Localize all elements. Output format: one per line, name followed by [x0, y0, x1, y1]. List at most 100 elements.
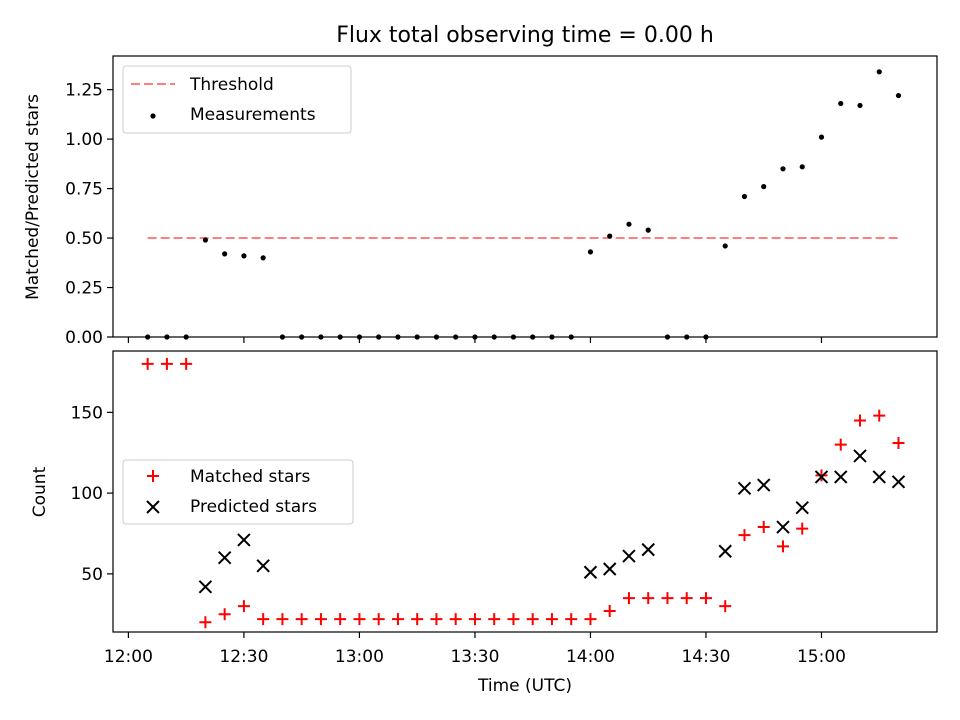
measurement-point	[260, 255, 266, 261]
matched-star-marker	[449, 613, 462, 626]
matched-star-marker	[796, 522, 809, 535]
measurement-point	[607, 233, 613, 239]
matched-star-marker	[411, 613, 424, 626]
matched-star-marker	[757, 521, 770, 534]
measurement-point	[818, 134, 825, 140]
matched-star-marker	[892, 437, 905, 450]
chart-title: Flux total observing time = 0.00 h	[336, 23, 714, 48]
predicted-legend-swatch	[146, 500, 160, 514]
measurement-point	[722, 243, 728, 249]
predicted-star-marker	[795, 500, 809, 515]
matched-star-marker	[391, 613, 404, 626]
y-tick-label: 50	[81, 565, 103, 585]
top-axes-frame	[112, 55, 938, 338]
measurement-point	[799, 164, 805, 170]
predicted-star-marker	[737, 481, 752, 495]
predicted-star-marker	[891, 475, 906, 489]
x-tick-label: 14:30	[681, 647, 730, 667]
matched-star-marker	[699, 592, 712, 605]
predicted-star-marker	[583, 565, 598, 579]
bottom-y-axis-label: Count	[30, 466, 50, 517]
measurement-point	[895, 92, 902, 99]
predicted-legend-label: Predicted stars	[190, 497, 317, 517]
top-y-axis-label: Matched/Predicted stars	[23, 94, 43, 300]
bottom-legend-box	[122, 459, 354, 525]
matched-star-marker	[776, 540, 789, 553]
matched-star-marker	[468, 613, 481, 626]
matched-star-marker	[834, 438, 847, 451]
matched-star-marker	[661, 592, 674, 605]
matched-star-marker	[141, 357, 154, 370]
measurement-point	[222, 251, 228, 257]
bottom-y-ticks: 50 100 150	[71, 403, 113, 585]
y-tick-label: 0.00	[65, 328, 103, 348]
measurement-point	[741, 193, 748, 200]
matched-star-marker	[680, 592, 693, 605]
matched-star-marker	[160, 357, 173, 370]
measurements-legend-swatch	[150, 113, 156, 119]
matched-star-marker	[257, 613, 270, 626]
measurement-point	[202, 237, 209, 243]
matched-star-marker	[353, 613, 366, 626]
predicted-star-marker	[814, 470, 829, 484]
measurements-legend-label: Measurements	[190, 105, 316, 125]
top-y-ticks: 0.00 0.25 0.50 0.75 1.00 1.25	[65, 81, 113, 348]
measurement-point	[780, 166, 786, 172]
predicted-star-marker	[237, 533, 251, 547]
matched-star-marker	[526, 613, 539, 626]
matched-star-marker	[642, 592, 655, 605]
matched-star-marker	[488, 613, 501, 626]
predicted-star-marker	[641, 542, 655, 557]
measurement-point	[587, 249, 594, 255]
matched-star-marker	[295, 613, 308, 626]
x-tick-label: 13:30	[450, 647, 499, 667]
matched-legend-swatch	[147, 470, 159, 482]
bottom-legend: Matched stars Predicted stars	[122, 459, 354, 525]
matched-star-marker	[815, 469, 828, 482]
matched-star-marker	[218, 608, 231, 621]
matched-star-marker	[276, 613, 289, 626]
measurement-point	[645, 227, 651, 233]
matched-star-marker	[334, 613, 347, 626]
bottom-x-ticks: 12:00 12:30 13:00 13:30 14:00 14:30 15:00	[104, 632, 846, 667]
measurement-point	[241, 253, 247, 259]
predicted-star-marker	[872, 470, 886, 484]
matched-star-marker	[314, 613, 327, 626]
measurement-point	[876, 69, 882, 75]
matched-star-marker	[507, 613, 520, 626]
predicted-star-marker	[256, 559, 270, 573]
matched-star-marker	[430, 613, 443, 626]
top-legend: Threshold Measurements	[122, 65, 352, 134]
predicted-star-marker	[834, 470, 848, 484]
y-tick-label: 1.25	[65, 81, 103, 101]
matched-star-marker	[565, 613, 578, 626]
x-tick-label: 15:00	[797, 647, 846, 667]
measurement-point	[857, 102, 863, 109]
matched-legend-label: Matched stars	[190, 467, 310, 487]
x-tick-label: 13:00	[335, 647, 384, 667]
predicted-star-marker	[776, 520, 790, 534]
x-tick-label: 14:00	[566, 647, 615, 667]
y-tick-label: 100	[71, 484, 103, 504]
bottom-axes-frame	[112, 350, 938, 633]
x-axis-label: Time (UTC)	[477, 676, 572, 696]
predicted-star-marker	[757, 478, 771, 492]
matched-star-marker	[622, 592, 635, 605]
threshold-legend-label: Threshold	[189, 75, 274, 95]
predicted-star-marker	[622, 549, 636, 563]
top-x-ticks	[127, 337, 823, 343]
top-axes: 0.00 0.25 0.50 0.75 1.00 1.25 Matched/Predict…	[23, 55, 938, 348]
matched-star-marker	[545, 613, 558, 626]
matched-star-marker	[738, 529, 751, 542]
y-tick-label: 1.00	[65, 130, 103, 150]
measurement-point	[626, 221, 632, 227]
top-legend-box	[122, 65, 352, 134]
measurement-point	[761, 184, 767, 190]
matched-star-marker	[237, 600, 250, 613]
y-tick-label: 0.25	[65, 279, 103, 299]
matched-star-marker	[584, 613, 597, 626]
matched-star-marker	[372, 613, 385, 626]
x-tick-label: 12:30	[219, 647, 268, 667]
y-tick-label: 0.50	[65, 229, 103, 249]
predicted-star-marker	[718, 544, 732, 558]
